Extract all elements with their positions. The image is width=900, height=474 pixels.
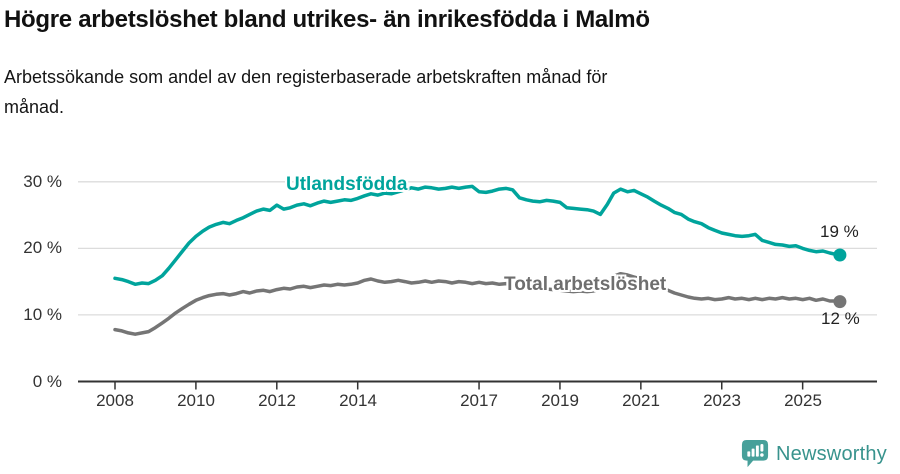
series-label-total-arbetsloshet: Total arbetslöshet — [504, 274, 667, 295]
y-axis-tick-label: 0 % — [32, 372, 62, 391]
end-value-label-utlandsfodda: 19 % — [820, 222, 859, 241]
chart-title: Högre arbetslöshet bland utrikes- än inr… — [4, 6, 650, 33]
x-axis-tick-label: 2014 — [339, 391, 377, 410]
x-axis-tick-label: 2021 — [622, 391, 660, 410]
foreign-born-endpoint-dot — [833, 248, 847, 262]
x-axis-tick-label: 2008 — [96, 391, 134, 410]
end-value-label-total: 12 % — [821, 309, 860, 328]
y-axis-tick-label: 10 % — [23, 305, 62, 324]
y-axis-tick-label: 30 % — [23, 172, 62, 191]
newsworthy-speech-bubble-chart-icon — [741, 440, 769, 468]
x-axis-tick-label: 2019 — [541, 391, 579, 410]
series-label-utlandsfodda: Utlandsfödda — [286, 174, 408, 195]
x-axis-tick-label: 2010 — [177, 391, 215, 410]
total-unemployment-line — [113, 271, 842, 336]
total-endpoint-dot — [833, 295, 847, 309]
subtitle-line-2: månad. — [4, 97, 65, 117]
x-axis-tick-label: 2017 — [460, 391, 498, 410]
y-axis-tick-label: 20 % — [23, 238, 62, 257]
foreign-born-line — [113, 184, 842, 287]
newsworthy-logo: Newsworthy — [741, 439, 887, 470]
chart-subtitle: Arbetssökande som andel av den registerb… — [4, 62, 607, 122]
x-axis-tick-label: 2012 — [258, 391, 296, 410]
x-axis-tick-label: 2023 — [703, 391, 741, 410]
newsworthy-logo-text: Newsworthy — [776, 443, 887, 465]
x-axis-tick-label: 2025 — [784, 391, 822, 410]
subtitle-line-1: Arbetssökande som andel av den registerb… — [4, 67, 608, 87]
